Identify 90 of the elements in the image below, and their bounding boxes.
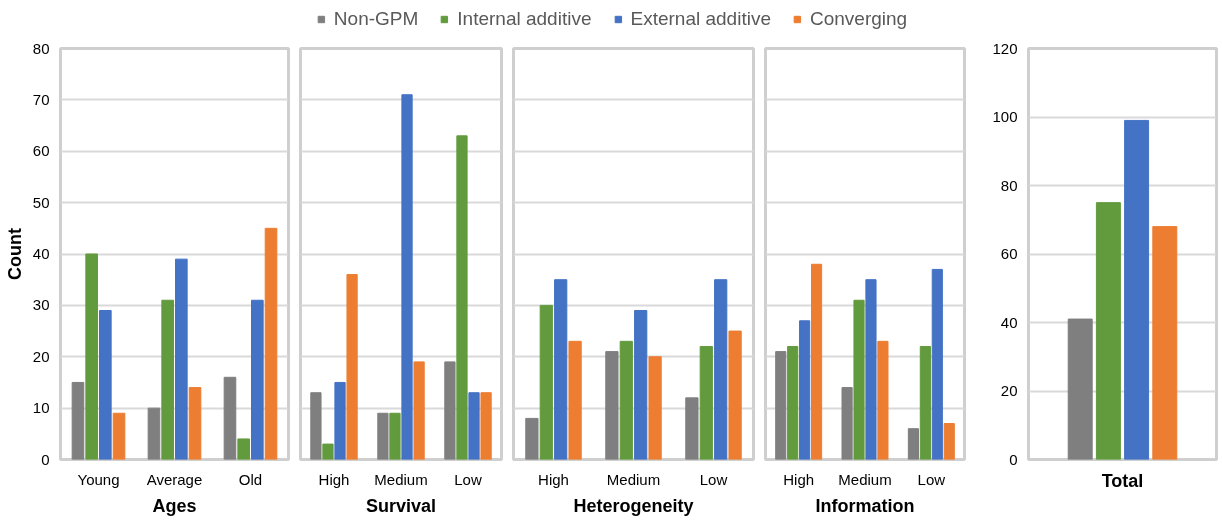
bar <box>161 299 174 460</box>
y-tick-label: 80 <box>32 39 50 57</box>
x-axis-title: Survival <box>365 495 437 516</box>
y-tick-label: 120 <box>992 39 1018 57</box>
bar <box>539 304 553 460</box>
bar <box>377 412 389 460</box>
bar <box>634 310 648 460</box>
y-tick-label: 50 <box>32 193 50 211</box>
bar <box>525 417 539 460</box>
bar <box>799 320 811 460</box>
x-tick-label: High <box>318 470 350 488</box>
bar <box>147 407 161 460</box>
x-tick-label: High <box>783 470 815 488</box>
bar <box>877 340 889 460</box>
bar <box>389 412 401 460</box>
legend-label: External additive <box>630 8 771 30</box>
bar <box>237 438 250 460</box>
bar <box>1152 226 1178 460</box>
bar <box>85 253 98 460</box>
y-tick-label: 70 <box>32 90 50 108</box>
x-tick-label: Medium <box>606 470 661 488</box>
bar <box>188 387 202 460</box>
y-tick-label: 20 <box>1000 382 1018 399</box>
x-tick-label: Young <box>77 470 120 488</box>
bar <box>444 361 456 460</box>
bar <box>99 310 112 460</box>
x-axis-title: Information <box>815 495 915 516</box>
y-axis-title: Count <box>4 228 25 280</box>
bar <box>112 412 126 460</box>
x-tick-label: Medium <box>838 470 892 488</box>
x-axis-title: Heterogeneity <box>573 495 694 516</box>
y-tick-label: 0 <box>1009 450 1018 468</box>
bar <box>853 299 865 460</box>
bar <box>907 428 919 460</box>
bar <box>71 381 85 460</box>
bar <box>648 356 662 460</box>
bar <box>931 268 943 460</box>
x-tick-label: High <box>538 470 569 488</box>
bar <box>264 227 278 460</box>
legend-label: Non-GPM <box>333 8 419 30</box>
bar <box>787 345 799 460</box>
x-tick-label: Average <box>146 470 203 488</box>
bar <box>714 279 728 460</box>
x-tick-label: Low <box>454 470 482 488</box>
bar <box>413 361 425 460</box>
x-tick-label: Old <box>238 470 263 488</box>
bar <box>480 392 492 460</box>
bar <box>310 392 322 460</box>
y-tick-label: 60 <box>32 142 50 160</box>
x-tick-label: Medium <box>374 470 428 488</box>
x-axis-title: Total <box>1101 470 1144 491</box>
y-tick-label: 20 <box>32 347 50 365</box>
x-tick-label: Low <box>917 470 946 488</box>
bar <box>322 443 334 460</box>
bar <box>1095 202 1121 460</box>
bar <box>223 376 237 460</box>
bar <box>1067 318 1093 460</box>
bar <box>605 351 619 460</box>
bar <box>1124 119 1150 460</box>
bar <box>699 345 713 460</box>
y-tick-label: 30 <box>32 296 50 314</box>
bar <box>619 340 633 460</box>
x-tick-label: Low <box>699 470 728 488</box>
y-tick-label: 100 <box>992 108 1018 125</box>
y-tick-label: 40 <box>32 245 50 262</box>
bar <box>554 279 568 460</box>
bar <box>943 423 955 460</box>
legend-label: Internal additive <box>457 8 592 30</box>
bar <box>401 94 413 460</box>
bar <box>568 340 582 460</box>
bar <box>811 263 823 460</box>
bar <box>685 397 699 460</box>
y-tick-label: 40 <box>1000 313 1018 331</box>
bar <box>919 345 931 460</box>
bar <box>456 135 468 460</box>
y-tick-label: 80 <box>1000 176 1018 194</box>
bar <box>775 351 787 460</box>
bar <box>334 381 346 460</box>
bar <box>346 274 358 460</box>
bar <box>728 330 742 460</box>
y-tick-label: 0 <box>41 450 50 468</box>
bar <box>468 392 480 460</box>
bar <box>865 279 877 460</box>
legend-label: Converging <box>809 8 908 30</box>
y-tick-label: 10 <box>32 399 50 417</box>
bar <box>251 299 264 460</box>
bar <box>841 387 853 460</box>
y-tick-label: 60 <box>1000 245 1018 262</box>
x-axis-title: Ages <box>152 495 197 516</box>
bar <box>175 258 188 460</box>
